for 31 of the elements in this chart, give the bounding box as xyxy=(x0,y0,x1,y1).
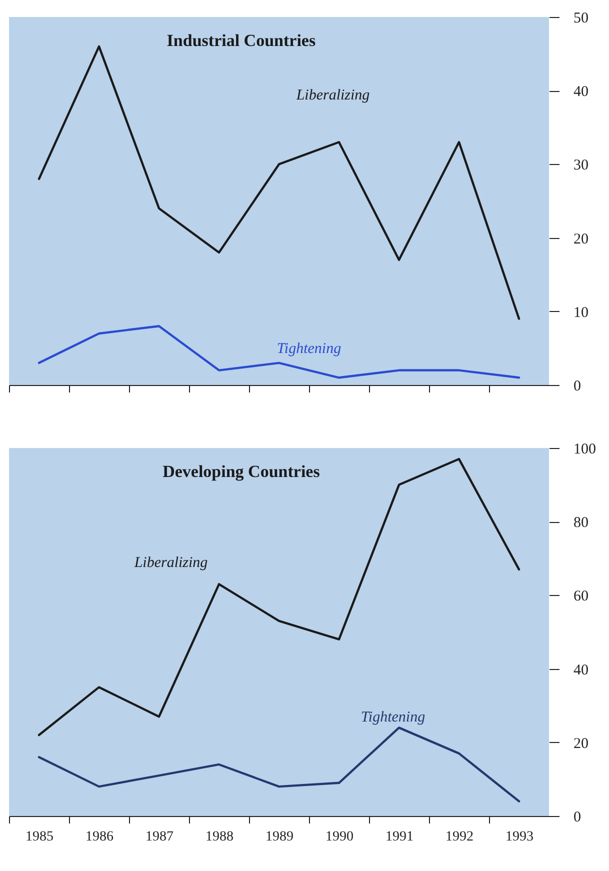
line-series xyxy=(38,458,520,736)
series-label: Tightening xyxy=(276,341,342,358)
y-tick-label: 60 xyxy=(574,588,588,605)
y-tick-label: 0 xyxy=(574,810,581,826)
x-tick-label: 1989 xyxy=(266,830,294,844)
text: Developing Countries xyxy=(162,462,320,481)
y-tick-label: 40 xyxy=(574,84,588,100)
x-tick-label: 1992 xyxy=(446,830,474,844)
x-tick-label: 1988 xyxy=(206,830,234,844)
text: Liberalizing xyxy=(295,87,370,104)
y-tick-label: 80 xyxy=(574,515,588,532)
x-tick-label: 1993 xyxy=(506,830,534,844)
x-tick-label: 1987 xyxy=(146,830,174,844)
y-tick-label: 20 xyxy=(574,231,588,248)
line-series xyxy=(38,325,520,379)
y-tick-label: 30 xyxy=(574,158,588,174)
x-tick-label: 1986 xyxy=(86,830,114,844)
text: Industrial Countries xyxy=(166,31,316,50)
y-tick-label: 20 xyxy=(574,736,588,752)
y-tick-label: 50 xyxy=(574,10,588,26)
x-tick-label: 1985 xyxy=(26,830,54,844)
y-tick-label: 0 xyxy=(574,378,581,394)
series-label: Tightening xyxy=(360,710,426,726)
line-series xyxy=(38,45,520,320)
x-tick-label: 1990 xyxy=(326,830,354,844)
y-tick-label: 100 xyxy=(574,442,596,458)
y-tick-label: 10 xyxy=(574,304,588,321)
x-tick-label: 1991 xyxy=(386,830,414,844)
line-series xyxy=(38,726,520,802)
series-label: Liberalizing xyxy=(133,555,208,572)
y-tick-label: 40 xyxy=(574,662,588,678)
